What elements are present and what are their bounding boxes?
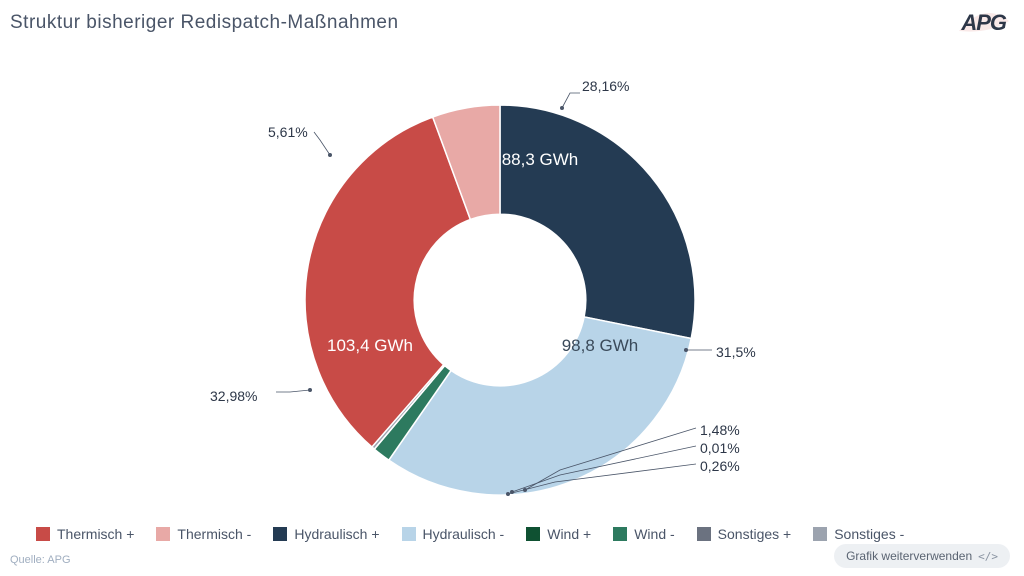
- pct-label: 5,61%: [268, 124, 308, 140]
- slice-hydraulisch-[interactable]: [500, 105, 695, 338]
- legend-label: Wind -: [634, 526, 674, 542]
- legend-swatch: [813, 527, 827, 541]
- legend-item[interactable]: Hydraulisch +: [273, 526, 379, 542]
- legend-item[interactable]: Hydraulisch -: [402, 526, 505, 542]
- slice-hydraulisch-[interactable]: [389, 317, 691, 495]
- reuse-button[interactable]: Grafik weiterverwenden </>: [834, 544, 1010, 568]
- pct-label: 31,5%: [716, 344, 756, 360]
- legend-swatch: [273, 527, 287, 541]
- legend-swatch: [36, 527, 50, 541]
- pct-label: 1,48%: [700, 422, 740, 438]
- value-label: 103,4 GWh: [327, 336, 413, 356]
- legend-swatch: [156, 527, 170, 541]
- source-label: Quelle: APG: [10, 554, 71, 566]
- page-title: Struktur bisheriger Redispatch-Maßnahmen: [10, 12, 399, 34]
- legend-label: Hydraulisch +: [294, 526, 379, 542]
- legend-item[interactable]: Sonstiges +: [697, 526, 792, 542]
- legend-swatch: [697, 527, 711, 541]
- value-label: 98,8 GWh: [562, 336, 639, 356]
- legend-swatch: [526, 527, 540, 541]
- pct-label: 0,26%: [700, 458, 740, 474]
- legend-item[interactable]: Wind +: [526, 526, 591, 542]
- logo: APG: [961, 10, 1006, 36]
- legend-label: Thermisch +: [57, 526, 134, 542]
- legend-swatch: [402, 527, 416, 541]
- legend-item[interactable]: Wind -: [613, 526, 674, 542]
- legend-swatch: [613, 527, 627, 541]
- legend-item[interactable]: Thermisch +: [36, 526, 134, 542]
- legend-label: Wind +: [547, 526, 591, 542]
- value-label: 88,3 GWh: [502, 150, 579, 170]
- pct-label: 0,01%: [700, 440, 740, 456]
- code-icon: </>: [978, 550, 998, 563]
- legend-label: Hydraulisch -: [423, 526, 505, 542]
- legend-item[interactable]: Sonstiges -: [813, 526, 904, 542]
- pct-label: 32,98%: [210, 388, 257, 404]
- legend-label: Thermisch -: [177, 526, 251, 542]
- legend-label: Sonstiges -: [834, 526, 904, 542]
- reuse-label: Grafik weiterverwenden: [846, 549, 972, 563]
- legend-label: Sonstiges +: [718, 526, 792, 542]
- donut-chart: 28,16% 31,5% 1,48% 0,01% 0,26% 32,98% 5,61% 88,…: [0, 40, 1024, 500]
- legend: Thermisch + Thermisch - Hydraulisch + Hydra…: [36, 526, 988, 542]
- pct-label: 28,16%: [582, 78, 629, 94]
- legend-item[interactable]: Thermisch -: [156, 526, 251, 542]
